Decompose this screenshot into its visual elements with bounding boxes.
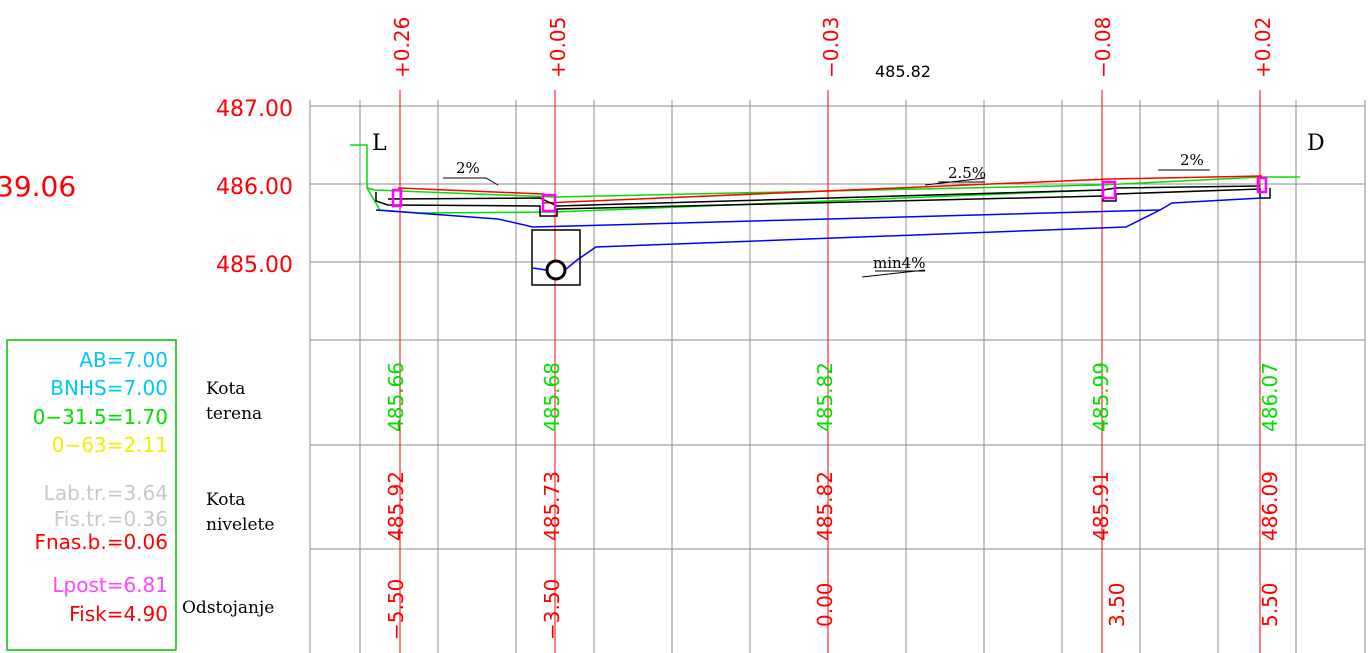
elev-label-485: 485.00 — [216, 253, 293, 278]
grade-value: 485.91 — [1089, 471, 1113, 541]
offset-value: −5.50 — [384, 579, 408, 640]
legend-labtr: Lab.tr.=3.64 — [44, 481, 168, 505]
slope-label-middle: 2.5% — [948, 164, 986, 182]
grade-line — [397, 175, 1263, 204]
curb-left-inner — [541, 193, 557, 213]
legend-fnasb: Fnas.b.=0.06 — [34, 530, 168, 554]
legend-bnhs: BNHS=7.00 — [50, 376, 168, 400]
grade-value: 485.92 — [384, 471, 408, 541]
subgrade-line — [375, 197, 1263, 228]
row-label-terrain-2: terena — [206, 404, 262, 424]
terrain-value: 485.66 — [384, 362, 408, 432]
elev-label-487: 487.00 — [216, 97, 293, 122]
terrain-value: 486.07 — [1258, 362, 1282, 432]
center-elevation-label: 485.82 — [875, 62, 931, 81]
grade-value: 485.82 — [813, 471, 837, 541]
road-cross-section — [350, 144, 1300, 286]
legend-lpost: Lpost=6.81 — [52, 573, 168, 597]
grid — [309, 90, 1366, 653]
legend-ab: AB=7.00 — [79, 348, 168, 372]
delta-label-4: −0.08 — [1091, 17, 1115, 78]
grade-value: 485.73 — [540, 471, 564, 541]
side-label-left: L — [372, 131, 387, 156]
slope-label-left: 2% — [456, 159, 480, 177]
delta-label-3: −0.03 — [819, 17, 843, 78]
offset-value: 3.50 — [1105, 582, 1129, 627]
curb-right — [1256, 176, 1268, 194]
delta-label-5: +0.02 — [1251, 17, 1275, 78]
slope-arrow-left — [443, 177, 499, 186]
station-label: 39.06 — [0, 170, 76, 203]
slope-label-drain: min4% — [873, 254, 925, 272]
side-label-right: D — [1307, 131, 1325, 156]
row-label-grade-2: nivelete — [206, 515, 274, 535]
curb-left — [391, 188, 403, 208]
row-label-offset: Odstojanje — [182, 598, 274, 618]
drain-box — [531, 229, 581, 286]
row-label-terrain-1: Kota — [206, 379, 245, 399]
terrain-value: 485.68 — [540, 362, 564, 432]
delta-label-2: +0.05 — [546, 17, 570, 78]
pavement-top — [387, 185, 1261, 207]
row-label-grade-1: Kota — [206, 490, 245, 510]
grade-value: 486.09 — [1258, 471, 1282, 541]
drain-pipe — [545, 259, 567, 281]
legend-fisk: Fisk=4.90 — [69, 602, 168, 626]
terrain-line — [350, 144, 1300, 198]
legend-fistr: Fis.tr.=0.36 — [54, 507, 168, 531]
offset-value: −3.50 — [540, 579, 564, 640]
legend-box — [6, 339, 177, 651]
offset-value: 5.50 — [1258, 582, 1282, 627]
terrain-value: 485.82 — [813, 362, 837, 432]
legend-g63: 0−63=2.11 — [52, 433, 168, 457]
legend-g31: 0−31.5=1.70 — [33, 405, 168, 429]
curb-right-inner — [1101, 180, 1117, 200]
elev-label-486: 486.00 — [216, 175, 293, 200]
legend: AB=7.00 BNHS=7.00 0−31.5=1.70 0−63=2.11 … — [33, 348, 168, 626]
delta-label-1: +0.26 — [390, 17, 414, 78]
offset-value: 0.00 — [813, 582, 837, 627]
terrain-value: 485.99 — [1089, 362, 1113, 432]
slope-label-right: 2% — [1180, 151, 1204, 169]
